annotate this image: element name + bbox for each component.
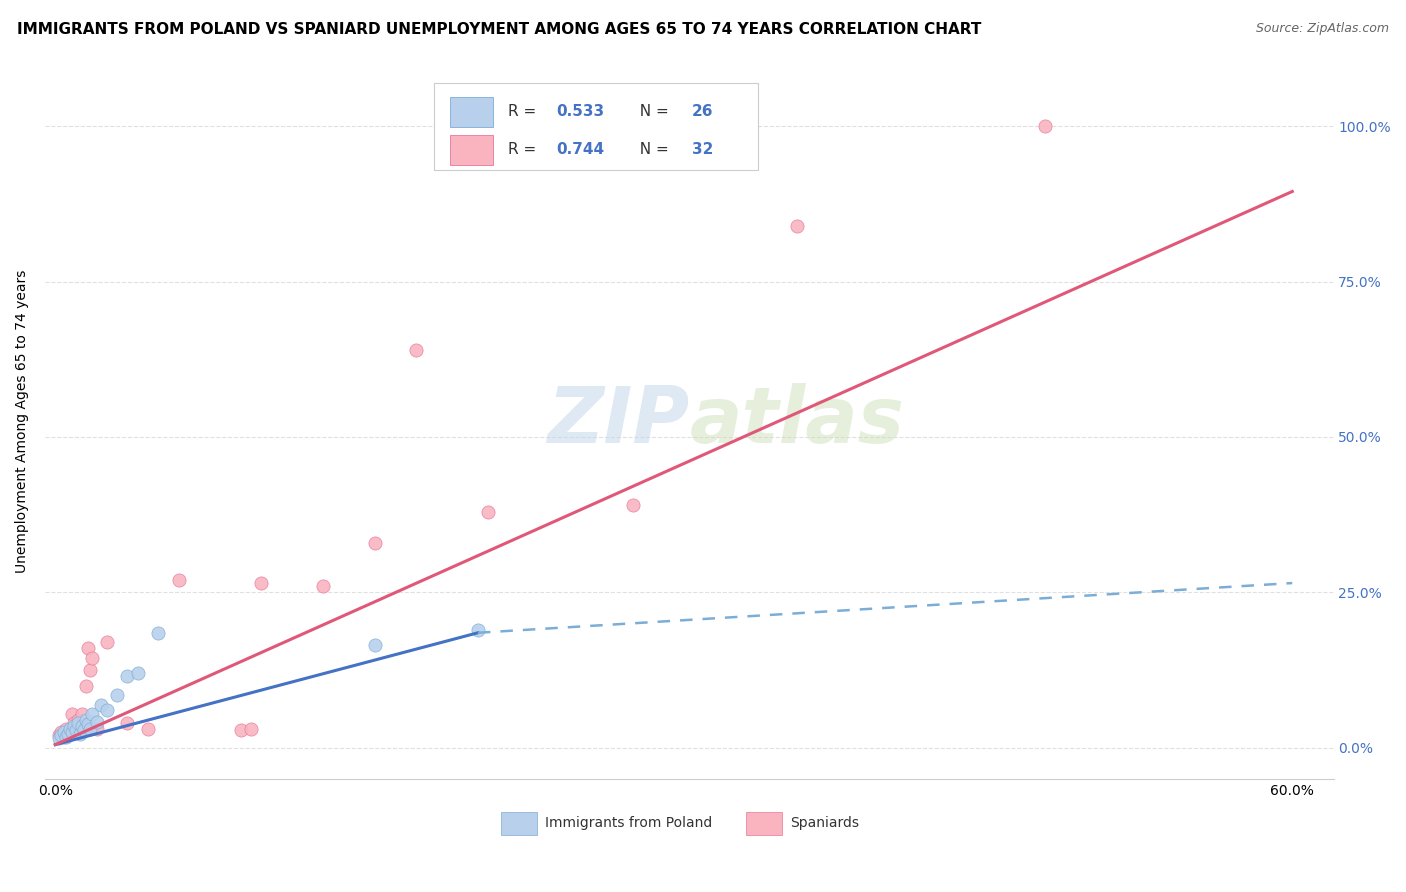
Point	[477, 505, 499, 519]
Point	[96, 703, 118, 717]
Point	[86, 714, 108, 729]
Point	[90, 698, 112, 713]
Point	[60, 706, 83, 721]
FancyBboxPatch shape	[501, 812, 537, 835]
Point	[48, 728, 70, 742]
Point	[56, 728, 79, 742]
Point	[75, 713, 97, 727]
Point	[240, 722, 263, 736]
Point	[73, 719, 96, 733]
Point	[117, 715, 139, 730]
Point	[467, 623, 489, 637]
Point	[65, 725, 87, 739]
Point	[77, 717, 100, 731]
Point	[70, 719, 93, 733]
Text: ZIP: ZIP	[547, 384, 689, 459]
Point	[312, 579, 335, 593]
Point	[786, 219, 808, 233]
Text: Immigrants from Poland: Immigrants from Poland	[546, 816, 713, 830]
Text: 0.533: 0.533	[557, 104, 605, 120]
Point	[56, 727, 79, 741]
FancyBboxPatch shape	[434, 83, 758, 169]
Point	[70, 706, 93, 721]
Text: Source: ZipAtlas.com: Source: ZipAtlas.com	[1256, 22, 1389, 36]
Point	[86, 722, 108, 736]
Point	[405, 343, 427, 357]
Text: N =: N =	[630, 142, 673, 157]
FancyBboxPatch shape	[747, 812, 782, 835]
Text: R =: R =	[508, 104, 541, 120]
Text: 32: 32	[692, 142, 713, 157]
Point	[60, 725, 83, 739]
Point	[75, 679, 97, 693]
Point	[136, 722, 159, 736]
Text: IMMIGRANTS FROM POLAND VS SPANIARD UNEMPLOYMENT AMONG AGES 65 TO 74 YEARS CORREL: IMMIGRANTS FROM POLAND VS SPANIARD UNEMP…	[17, 22, 981, 37]
FancyBboxPatch shape	[450, 97, 494, 127]
Point	[96, 635, 118, 649]
Point	[66, 715, 89, 730]
Y-axis label: Unemployment Among Ages 65 to 74 years: Unemployment Among Ages 65 to 74 years	[15, 269, 30, 574]
Point	[82, 650, 104, 665]
Text: 26: 26	[692, 104, 713, 120]
Point	[364, 638, 387, 652]
Point	[229, 723, 252, 738]
Point	[51, 728, 73, 742]
Point	[63, 715, 86, 730]
Point	[364, 535, 387, 549]
Point	[59, 723, 82, 738]
Point	[65, 723, 87, 738]
Point	[55, 722, 77, 736]
Point	[117, 669, 139, 683]
Point	[48, 731, 70, 746]
FancyBboxPatch shape	[450, 135, 494, 165]
Point	[79, 722, 101, 736]
Text: R =: R =	[508, 142, 541, 157]
Point	[55, 730, 77, 744]
Point	[52, 730, 75, 744]
Point	[77, 641, 100, 656]
Point	[51, 725, 73, 739]
Text: Spaniards: Spaniards	[790, 816, 859, 830]
Text: N =: N =	[630, 104, 673, 120]
Point	[63, 719, 86, 733]
Point	[621, 499, 644, 513]
Point	[105, 688, 128, 702]
Point	[1033, 119, 1056, 133]
Point	[167, 573, 190, 587]
Point	[69, 727, 91, 741]
Point	[52, 725, 75, 739]
Point	[127, 666, 149, 681]
Point	[69, 722, 91, 736]
Text: 0.744: 0.744	[557, 142, 605, 157]
Point	[79, 663, 101, 677]
Point	[250, 576, 273, 591]
Point	[59, 722, 82, 736]
Point	[148, 625, 170, 640]
Point	[82, 706, 104, 721]
Point	[66, 713, 89, 727]
Point	[73, 723, 96, 738]
Text: atlas: atlas	[689, 384, 904, 459]
